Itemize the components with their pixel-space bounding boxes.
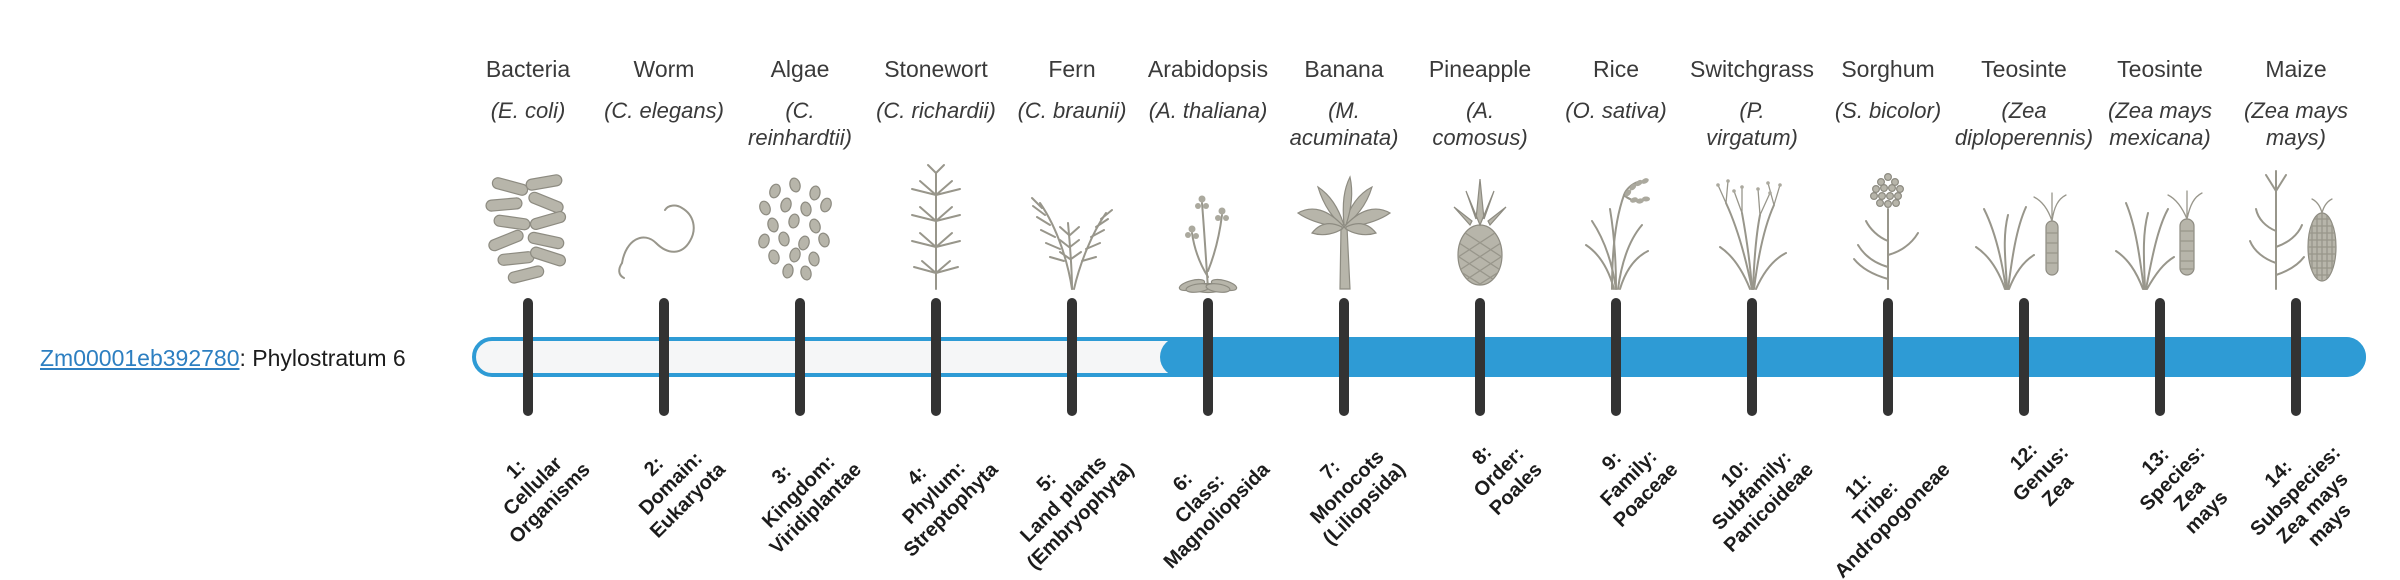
organism-common-name: Banana xyxy=(1304,56,1384,82)
organism-label: Teosinte (Zea diploperennis) xyxy=(1942,54,2106,151)
organism-common-name: Algae xyxy=(770,56,830,82)
bacteria-icon xyxy=(468,162,588,294)
teosinte-diploperennis-icon xyxy=(1964,162,2084,294)
organism-label: Pineapple (A. comosus) xyxy=(1398,54,1562,151)
organism-scientific-name: (Zea mays mays) xyxy=(2244,98,2348,150)
organism-common-name: Pineapple xyxy=(1428,56,1532,82)
organism-common-name: Teosinte xyxy=(1981,56,2067,82)
pineapple-icon xyxy=(1420,162,1540,294)
organism-label: Sorghum (S. bicolor) xyxy=(1806,54,1970,124)
arabidopsis-icon xyxy=(1148,162,1268,294)
organism-common-name: Worm xyxy=(633,56,695,82)
stratum-label: 7: Monocots (Liliopsida) xyxy=(1306,446,1411,550)
stratum-tick xyxy=(1747,298,1757,416)
rice-icon xyxy=(1556,162,1676,294)
stratum-label: 13: Species: Zea mays xyxy=(2135,441,2233,539)
stratum-tick xyxy=(2019,298,2029,416)
organism-scientific-name: (C. elegans) xyxy=(604,98,724,123)
teosinte-mexicana-icon xyxy=(2100,162,2220,294)
organism-label: Rice (O. sativa) xyxy=(1534,54,1698,124)
stratum-tick xyxy=(1203,298,1213,416)
organism-scientific-name: (C. reinhardtii) xyxy=(748,98,852,150)
organism-label: Worm (C. elegans) xyxy=(582,54,746,124)
gene-label-suffix: : Phylostratum 6 xyxy=(239,345,406,371)
organism-common-name: Fern xyxy=(1048,56,1096,82)
stratum-tick xyxy=(2291,298,2301,416)
organism-scientific-name: (Zea mays mexicana) xyxy=(2108,98,2212,150)
organism-label: Algae (C. reinhardtii) xyxy=(718,54,882,151)
organism-common-name: Stonewort xyxy=(884,56,988,82)
organism-scientific-name: (S. bicolor) xyxy=(1834,98,1942,123)
organism-scientific-name: (A. thaliana) xyxy=(1148,98,1268,123)
stratum-label: 12: Genus: Zea xyxy=(2006,438,2079,511)
stratum-tick xyxy=(1611,298,1621,416)
banana-icon xyxy=(1284,162,1404,294)
stonewort-icon xyxy=(876,162,996,294)
stratum-label: 1: Cellular Organisms xyxy=(498,452,595,549)
organism-common-name: Bacteria xyxy=(485,56,571,82)
organism-label: Teosinte (Zea mays mexicana) xyxy=(2078,54,2242,151)
organism-label: Switchgrass (P. virgatum) xyxy=(1670,54,1834,151)
stratum-tick xyxy=(659,298,669,416)
sorghum-icon xyxy=(1828,162,1948,294)
stratum-tick xyxy=(795,298,805,416)
stratum-tick xyxy=(1339,298,1349,416)
organism-label: Stonewort (C. richardii) xyxy=(854,54,1018,124)
stratum-label: 10: Subfamily: Panicoideae xyxy=(1708,446,1819,557)
organism-scientific-name: (C. braunii) xyxy=(1017,98,1127,123)
maize-icon xyxy=(2236,162,2356,294)
stratum-label: 3: Kingdom: Viridiplantae xyxy=(758,451,867,559)
stratum-label: 9: Family: Poaceae xyxy=(1596,445,1683,532)
stratum-label: 5: Land plants (Embryophyta) xyxy=(1016,451,1139,574)
organism-label: Bacteria (E. coli) xyxy=(446,54,610,124)
stratum-tick xyxy=(1883,298,1893,416)
phylostratum-fill-bar xyxy=(1160,337,2366,377)
organism-scientific-name: (P. virgatum) xyxy=(1706,98,1798,150)
stratum-tick xyxy=(1475,298,1485,416)
stratum-label: 6: Class: Magnoliopsida xyxy=(1159,458,1275,574)
organism-common-name: Rice xyxy=(1592,56,1639,82)
stratum-tick xyxy=(1067,298,1077,416)
stratum-tick xyxy=(931,298,941,416)
organism-common-name: Sorghum xyxy=(1841,56,1935,82)
stratum-label: 2: Domain: Eukaryota xyxy=(635,447,731,543)
organism-common-name: Arabidopsis xyxy=(1147,56,1269,82)
fern-icon xyxy=(1012,162,1132,294)
organism-scientific-name: (M. acuminata) xyxy=(1289,98,1399,150)
organism-scientific-name: (E. coli) xyxy=(490,98,566,123)
organism-common-name: Switchgrass xyxy=(1690,56,1814,82)
organism-common-name: Teosinte xyxy=(2117,56,2203,82)
gene-label: Zm00001eb392780: Phylostratum 6 xyxy=(40,345,406,372)
organism-scientific-name: (O. sativa) xyxy=(1565,98,1667,123)
worm-icon xyxy=(604,162,724,294)
switchgrass-icon xyxy=(1692,162,1812,294)
organism-scientific-name: (Zea diploperennis) xyxy=(1954,98,2094,150)
stratum-label: 4: Phylum: Streptophyta xyxy=(898,457,1003,562)
organism-label: Maize (Zea mays mays) xyxy=(2214,54,2378,151)
algae-icon xyxy=(740,162,860,294)
organism-label: Fern (C. braunii) xyxy=(990,54,1154,124)
stratum-tick xyxy=(2155,298,2165,416)
gene-id-link[interactable]: Zm00001eb392780 xyxy=(40,345,240,371)
organism-scientific-name: (A. comosus) xyxy=(1432,98,1528,150)
organism-scientific-name: (C. richardii) xyxy=(876,98,996,123)
stratum-label: 11: Tribe: Andropogoneae xyxy=(1830,458,1955,580)
stratum-label: 8: Order: Poales xyxy=(1467,441,1547,520)
organism-common-name: Maize xyxy=(2265,56,2327,82)
organism-label: Banana (M. acuminata) xyxy=(1262,54,1426,151)
stratum-label: 14: Subspecies: Zea mays mays xyxy=(2246,441,2356,551)
organism-label: Arabidopsis (A. thaliana) xyxy=(1126,54,1290,124)
stratum-tick xyxy=(523,298,533,416)
